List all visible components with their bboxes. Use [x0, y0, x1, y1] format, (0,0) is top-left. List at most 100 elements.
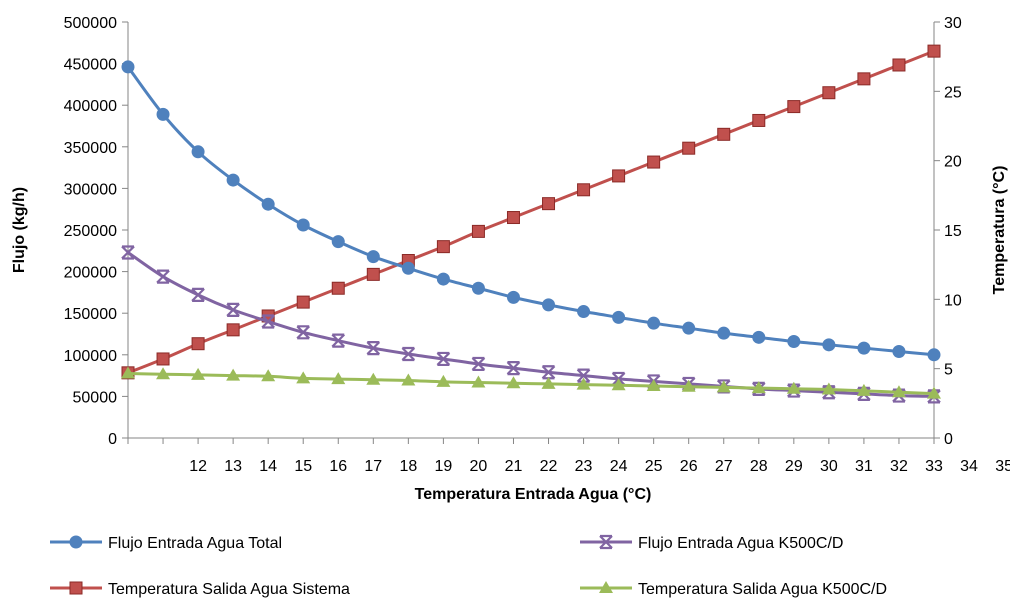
- legend-label: Flujo Entrada Agua Total: [108, 535, 282, 552]
- x-tick-label: 16: [329, 458, 347, 475]
- data-point: [366, 250, 380, 264]
- data-point: [156, 269, 170, 284]
- data-point: [331, 372, 346, 385]
- right-y-tick-labels: 0 5 10 15 20 25 30: [944, 15, 962, 448]
- legend: Flujo Entrada Agua Total Flujo Entrada Ag…: [50, 534, 887, 598]
- data-point: [401, 261, 415, 275]
- data-point: [121, 366, 135, 379]
- x-tick-label: 28: [750, 458, 768, 475]
- data-point: [506, 211, 520, 225]
- left-y-tick-label: 100000: [64, 348, 117, 365]
- series-flujo-entrada-agua-total: [121, 60, 941, 362]
- x-tick-label: 18: [399, 458, 417, 475]
- data-point: [471, 375, 486, 388]
- data-point: [436, 351, 451, 367]
- data-point: [506, 290, 520, 304]
- data-point: [191, 337, 205, 351]
- data-point: [471, 281, 485, 295]
- x-tick-label: 27: [715, 458, 733, 475]
- axes: [122, 21, 940, 444]
- data-point: [576, 368, 591, 383]
- data-point: [506, 361, 521, 376]
- x-tick-label: 14: [259, 458, 277, 475]
- data-point: [612, 310, 626, 324]
- data-point: [892, 344, 906, 358]
- right-y-tick-label: 10: [944, 292, 962, 309]
- x-tick-label: 30: [820, 458, 838, 475]
- x-tick-label: 19: [434, 458, 452, 475]
- data-point: [191, 287, 205, 302]
- data-point: [927, 44, 941, 58]
- x-tick-label: 21: [505, 458, 523, 475]
- data-point: [611, 378, 626, 391]
- x-tick-label: 31: [855, 458, 873, 475]
- right-y-tick-label: 5: [944, 362, 953, 379]
- data-point: [577, 183, 591, 197]
- data-point: [787, 100, 801, 114]
- x-tick-label: 20: [470, 458, 488, 475]
- x-tick-labels: 12 13 14 15 16 17 18 19 20 21 22 23 24 25 26 27 28 29 30 31…: [189, 458, 1010, 475]
- left-y-tick-label: 200000: [64, 265, 117, 282]
- legend-label: Flujo Entrada Agua K500C/D: [638, 535, 843, 552]
- data-point: [156, 352, 170, 366]
- data-point: [716, 380, 731, 393]
- data-point: [121, 245, 135, 260]
- data-point: [436, 240, 450, 254]
- legend-marker: [599, 581, 613, 593]
- left-y-tick-label: 400000: [64, 98, 117, 115]
- x-axis-title: Temperatura Entrada Agua (°C): [415, 486, 652, 503]
- x-tick-label: 29: [785, 458, 803, 475]
- left-y-tick-labels: 0 50000 100000 150000 200000 250000 300000 3500…: [64, 15, 117, 448]
- left-y-tick-label: 350000: [64, 140, 117, 157]
- left-y-tick-label: 50000: [73, 389, 118, 406]
- data-point: [717, 326, 731, 340]
- data-point: [331, 281, 345, 295]
- data-point: [752, 330, 766, 344]
- data-point: [366, 372, 381, 385]
- data-point: [927, 348, 941, 362]
- data-point: [226, 173, 240, 187]
- data-point: [647, 155, 661, 169]
- data-point: [751, 381, 766, 394]
- data-point: [787, 334, 801, 348]
- legend-marker: [599, 534, 613, 550]
- data-point: [577, 305, 591, 319]
- series-line: [127, 49, 935, 375]
- x-tick-label: 17: [364, 458, 382, 475]
- x-tick-label: 24: [610, 458, 628, 475]
- legend-item: Temperatura Salida Agua K500C/D: [580, 581, 887, 598]
- data-point: [927, 386, 941, 399]
- x-tick-label: 33: [925, 458, 943, 475]
- data-point: [226, 323, 240, 337]
- data-point: [822, 86, 836, 100]
- data-point: [717, 127, 731, 141]
- data-point: [296, 218, 310, 232]
- data-point: [471, 224, 485, 238]
- x-tick-label: 32: [890, 458, 908, 475]
- data-point: [646, 379, 661, 391]
- data-point: [857, 72, 871, 86]
- legend-marker: [69, 535, 83, 549]
- data-point: [821, 382, 836, 395]
- right-y-tick-label: 20: [944, 154, 962, 171]
- x-tick-label: 26: [680, 458, 698, 475]
- legend-item: Flujo Entrada Agua Total: [50, 535, 282, 552]
- data-point: [296, 325, 310, 340]
- series-temperatura-salida-agua-sistema: [121, 44, 941, 380]
- data-point: [261, 314, 275, 329]
- data-point: [436, 272, 450, 286]
- right-y-tick-label: 30: [944, 15, 962, 32]
- x-tick-label: 13: [224, 458, 242, 475]
- left-y-tick-label: 150000: [64, 306, 117, 323]
- left-y-tick-label: 300000: [64, 181, 117, 198]
- data-point: [682, 141, 696, 155]
- data-point: [647, 316, 661, 330]
- x-tick-label: 34: [960, 458, 978, 475]
- x-tick-label: 22: [540, 458, 558, 475]
- x-tick-label: 25: [645, 458, 663, 475]
- series-temperatura-salida-agua-k500c-d: [121, 366, 941, 399]
- left-y-tick-label: 0: [108, 431, 117, 448]
- y-axis-title: Flujo (kg/h): [11, 187, 28, 273]
- data-point: [892, 58, 906, 72]
- data-point: [296, 371, 311, 384]
